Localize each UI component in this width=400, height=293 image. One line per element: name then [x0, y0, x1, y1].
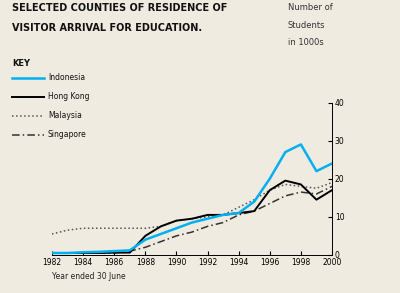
Text: Singapore: Singapore	[48, 130, 87, 139]
Text: KEY: KEY	[12, 59, 30, 68]
Text: VISITOR ARRIVAL FOR EDUCATION.: VISITOR ARRIVAL FOR EDUCATION.	[12, 23, 202, 33]
Text: SELECTED COUNTIES OF RESIDENCE OF: SELECTED COUNTIES OF RESIDENCE OF	[12, 3, 227, 13]
Text: Indonesia: Indonesia	[48, 73, 85, 82]
Text: Year ended 30 June: Year ended 30 June	[52, 272, 126, 281]
Text: in 1000s: in 1000s	[288, 38, 324, 47]
Text: Malaysia: Malaysia	[48, 111, 82, 120]
Text: Number of: Number of	[288, 3, 333, 12]
Text: Hong Kong: Hong Kong	[48, 92, 90, 101]
Text: Students: Students	[288, 21, 326, 30]
